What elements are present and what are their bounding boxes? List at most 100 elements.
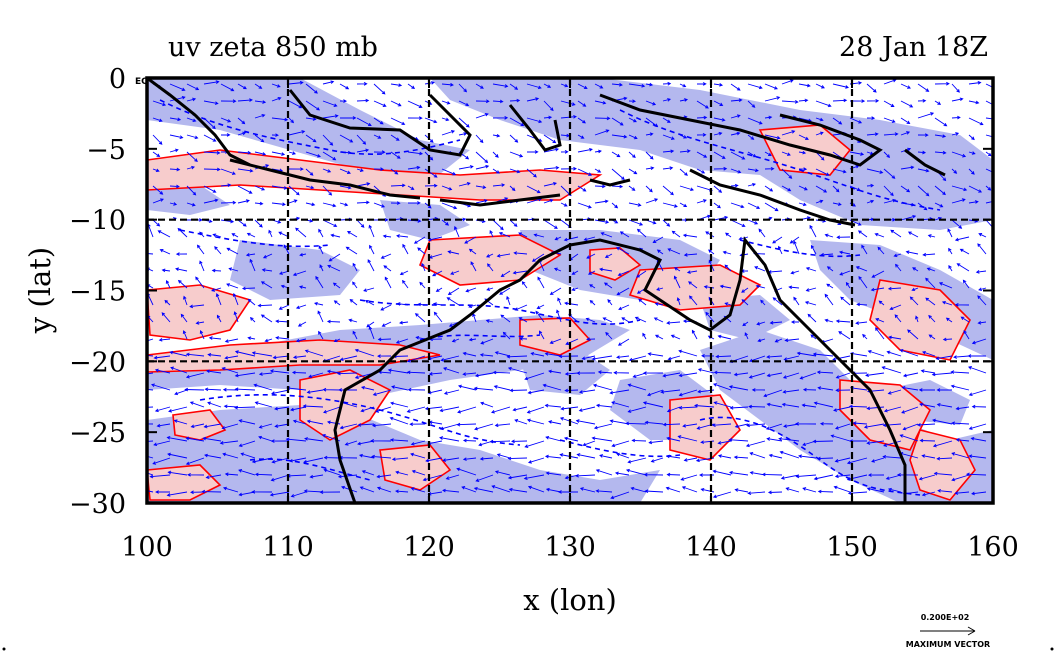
y-tick-label: −10 — [69, 206, 126, 237]
wind-vector — [271, 117, 289, 122]
wind-vector — [802, 487, 817, 493]
wind-vector — [951, 132, 960, 136]
wind-vector — [902, 423, 919, 431]
wind-vector — [514, 304, 528, 311]
wind-vector — [407, 185, 415, 190]
wind-vector — [186, 151, 198, 163]
wind-vector — [894, 314, 902, 323]
wind-vector — [747, 219, 759, 225]
wind-vector — [396, 302, 409, 306]
wind-vector — [228, 267, 239, 272]
vector-key: 0.200E+02 MAXIMUM VECTOR — [906, 613, 990, 649]
wind-vector — [925, 277, 936, 289]
wind-vector — [985, 185, 992, 191]
wind-vector — [424, 117, 438, 124]
wind-vector — [866, 440, 885, 445]
wind-vector — [621, 317, 630, 323]
wind-vector — [577, 202, 592, 209]
wind-vector — [524, 440, 545, 448]
wind-vector — [614, 471, 630, 476]
wind-vector — [798, 185, 808, 191]
wind-vector — [917, 202, 928, 211]
wind-vector — [322, 80, 335, 85]
wind-vector — [696, 100, 709, 109]
wind-vector — [970, 436, 987, 442]
wind-vector — [237, 98, 253, 102]
wind-vector — [509, 219, 518, 227]
wind-vector — [180, 313, 188, 323]
wind-vector — [203, 423, 222, 429]
wind-vector — [900, 185, 911, 193]
wind-vector — [220, 83, 235, 92]
wind-vector — [257, 303, 273, 308]
wind-vector — [782, 372, 800, 379]
wind-vector — [260, 281, 273, 289]
wind-vector — [682, 423, 698, 428]
wind-vector — [564, 301, 579, 306]
wind-vector — [917, 185, 930, 197]
wind-vector — [147, 490, 154, 493]
wind-vector — [253, 383, 273, 391]
wind-vector — [917, 83, 930, 92]
wind-vector — [237, 117, 246, 125]
wind-vector — [442, 488, 460, 493]
wind-vector — [396, 234, 409, 238]
wind-vector — [221, 367, 239, 374]
wind-vector — [900, 117, 911, 125]
wind-vector — [900, 83, 911, 89]
wind-vector — [323, 406, 341, 414]
wind-vector — [376, 486, 392, 493]
wind-vector — [489, 439, 511, 444]
wind-vector — [288, 130, 306, 136]
wind-vector — [421, 262, 426, 272]
wind-vector — [383, 265, 392, 272]
wind-vector — [968, 80, 982, 85]
wind-vector — [290, 491, 307, 498]
wind-vector — [382, 234, 392, 239]
wind-vector — [339, 116, 357, 120]
wind-vector — [769, 320, 783, 325]
wind-vector — [153, 440, 171, 447]
wind-vector — [576, 371, 596, 375]
wind-vector — [458, 100, 470, 107]
wind-vector — [315, 275, 324, 289]
wind-vector — [442, 457, 460, 462]
wind-vector — [662, 98, 672, 102]
wind-vector — [575, 474, 596, 478]
wind-vector — [802, 387, 817, 392]
wind-vector — [645, 132, 654, 137]
wind-vector — [468, 248, 477, 255]
wind-vector — [507, 474, 528, 480]
wind-vector — [303, 457, 324, 464]
wind-vector — [291, 370, 307, 375]
wind-vector — [322, 387, 341, 392]
wind-vector — [815, 168, 830, 176]
wind-vector — [186, 134, 199, 140]
wind-vector — [190, 490, 205, 495]
wind-vector — [654, 302, 664, 306]
wind-vector — [826, 266, 834, 272]
wind-vector — [889, 304, 902, 311]
wind-vector — [866, 406, 885, 411]
wind-vector — [917, 133, 929, 137]
wind-vector — [305, 134, 317, 143]
wind-vector — [968, 454, 987, 459]
wind-vector — [643, 472, 664, 477]
wind-vector — [936, 456, 953, 461]
wind-vector — [339, 134, 354, 143]
wind-vector — [254, 151, 267, 156]
wind-vector — [934, 202, 944, 208]
wind-vector — [356, 148, 370, 153]
wind-vector — [451, 338, 460, 343]
wind-vector — [968, 200, 979, 204]
wind-vector — [323, 468, 341, 476]
wind-vector — [356, 182, 371, 187]
wind-vector — [747, 202, 761, 210]
wind-vector — [945, 317, 953, 323]
wind-vector — [424, 168, 438, 178]
y-tick-label: −5 — [86, 135, 126, 166]
wind-vector — [696, 115, 708, 120]
wind-vector — [934, 117, 948, 127]
wind-vector — [676, 297, 681, 306]
wind-vector — [838, 250, 851, 255]
